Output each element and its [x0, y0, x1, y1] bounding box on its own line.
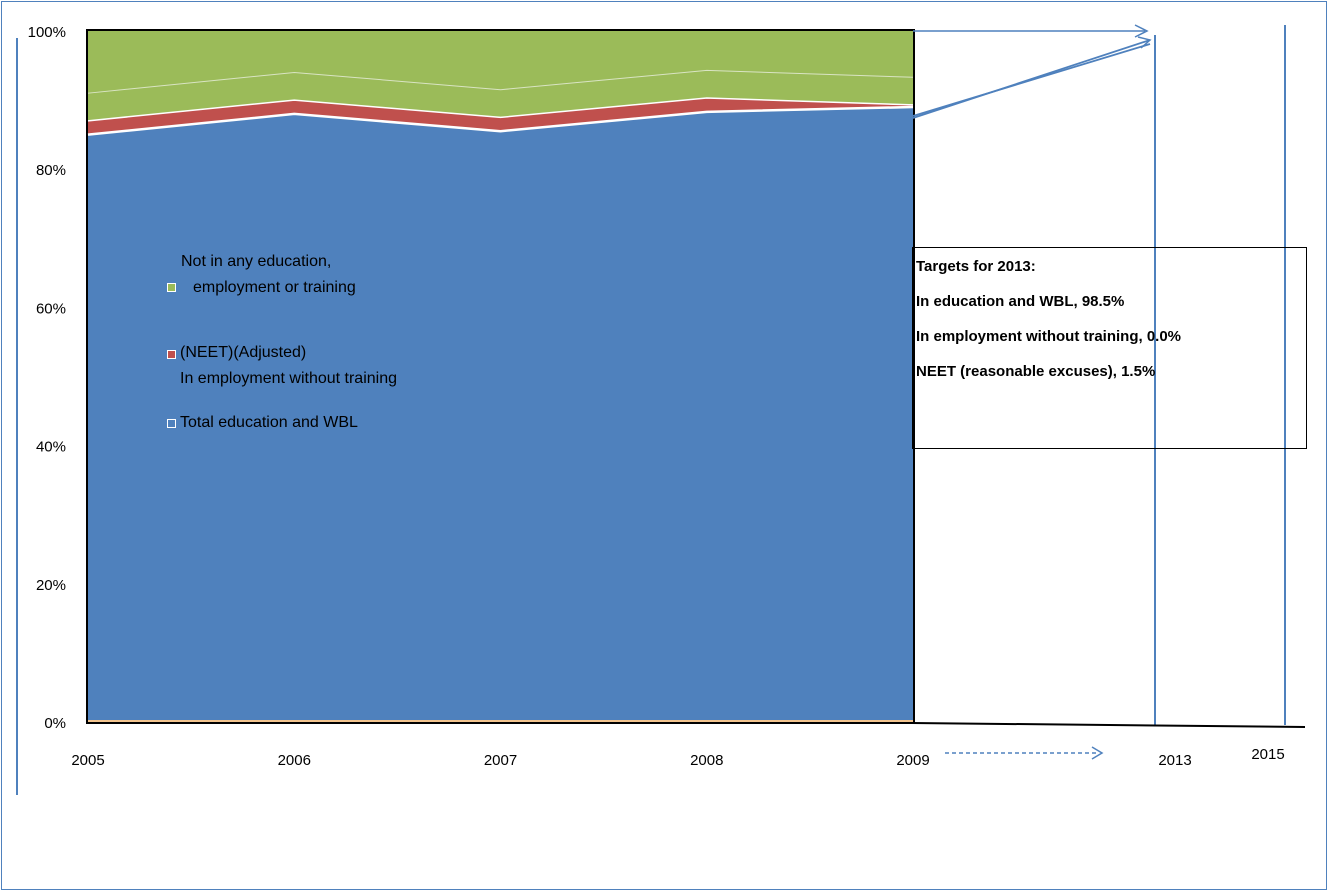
legend-swatch — [167, 350, 176, 359]
x-tick-label: 2008 — [690, 752, 723, 769]
inner-band-line — [87, 69, 914, 94]
series-boundary-1 — [87, 97, 914, 122]
projection-arrowhead — [1137, 36, 1152, 49]
y-tick-label: 0% — [44, 715, 66, 732]
target-employment: In employment without training, 0.0% — [916, 328, 1182, 345]
area-series-0 — [88, 107, 913, 722]
x-tick-label-projection: 2015 — [1251, 746, 1284, 763]
y-tick-label: 100% — [28, 24, 66, 41]
legend-label-line: Total education and WBL — [180, 414, 358, 431]
area-series-2 — [88, 31, 913, 121]
legend-label-line: Not in any education, — [181, 253, 332, 270]
legend-label-line: In employment without training — [180, 370, 397, 387]
legend-swatch — [167, 419, 176, 428]
y-tick-label: 20% — [36, 577, 66, 594]
targets-box: Targets for 2013: In education and WBL, … — [912, 247, 1307, 449]
projection-line-b — [912, 43, 1151, 117]
top-target-arrowhead — [1134, 24, 1149, 38]
legend-label-line: (NEET)(Adjusted) — [180, 344, 307, 361]
legend-label: (NEET)(Adjusted) In employment without tr… — [180, 340, 397, 392]
targets-title: Targets for 2013: — [916, 258, 1036, 275]
x-tick-label: 2005 — [71, 752, 104, 769]
y-tick-label: 40% — [36, 439, 66, 456]
x-tick-label: 2007 — [484, 752, 517, 769]
target-neet: NEET (reasonable excuses), 1.5% — [916, 363, 1156, 380]
y-tick-label: 80% — [36, 162, 66, 179]
legend-swatch — [167, 283, 176, 292]
area-series-1 — [88, 98, 913, 135]
legend-label-line: employment or training — [193, 279, 356, 296]
dashed-arrowhead — [1091, 746, 1104, 760]
legend-label: Total education and WBL — [180, 410, 358, 436]
projection-line-a — [912, 39, 1151, 119]
x-tick-label: 2009 — [896, 752, 929, 769]
baseline-extension — [911, 722, 1306, 728]
legend-label: Not in any education, employment or train… — [181, 249, 356, 301]
x-tick-label-projection: 2013 — [1158, 752, 1191, 769]
target-education: In education and WBL, 98.5% — [916, 293, 1125, 310]
x-tick-label: 2006 — [278, 752, 311, 769]
y-tick-label: 60% — [36, 300, 66, 317]
series-boundary-0 — [87, 105, 914, 136]
